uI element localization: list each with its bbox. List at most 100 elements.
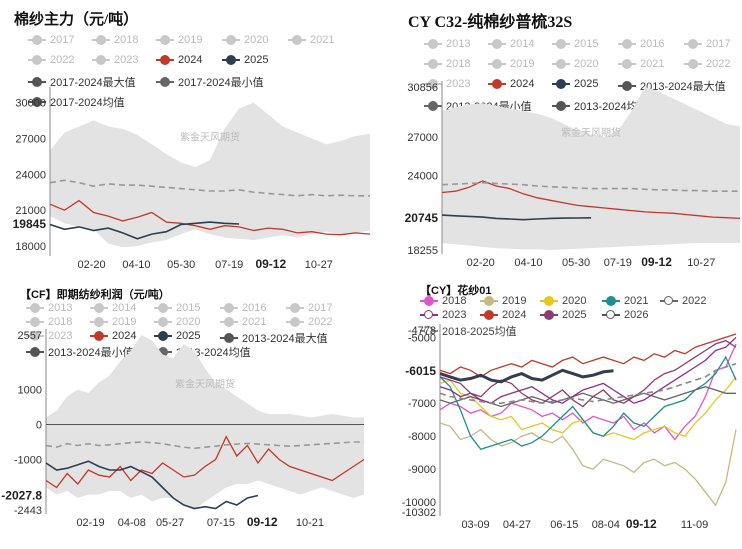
chart-panel-cy-c32: CY C32-纯棉纱普梳32S 2013 2014 2015 2016 2017 2018… <box>398 0 742 275</box>
legend-item-2018[interactable]: 2018 <box>420 295 466 307</box>
watermark-text: 紫金天风期货 <box>175 378 235 391</box>
legend-marker-icon <box>420 296 438 306</box>
legend-marker-icon <box>92 55 110 65</box>
legend-marker-icon <box>90 317 108 327</box>
x-tick-label: 08-04 <box>592 519 620 531</box>
legend-label: 2025 <box>574 78 599 90</box>
legend-item-2025[interactable]: 2025 <box>222 54 268 66</box>
legend-marker-icon <box>488 79 506 89</box>
y-tick-label: 27000 <box>407 132 438 144</box>
legend-item-2019[interactable]: 2019 <box>488 58 534 70</box>
legend-item-2020[interactable]: 2020 <box>552 58 598 70</box>
legend-marker-icon <box>156 77 174 87</box>
chart-title: CY C32-纯棉纱普梳32S <box>408 14 573 31</box>
legend-item-2019[interactable]: 2019 <box>480 295 526 307</box>
legend-item-2025[interactable]: 2025 <box>540 309 586 321</box>
legend-label: 2025 <box>244 54 269 66</box>
legend-item-2017[interactable]: 2017 <box>684 38 730 50</box>
legend-item-2020[interactable]: 2020 <box>222 34 268 46</box>
current-value-flag-bg <box>400 362 438 379</box>
x-tick-label: 10-27 <box>305 259 333 271</box>
legend-item-2024[interactable]: 2024 <box>90 330 136 342</box>
legend-marker-icon <box>684 39 702 49</box>
legend-item-2013-2024[interactable]: 2013-2024最小值 <box>26 344 134 360</box>
legend-label: 2019 <box>510 58 535 70</box>
series-line-2021 <box>439 355 737 451</box>
legend-item-2013-2024[interactable]: 2013-2024均值 <box>552 98 649 114</box>
legend-item-2024[interactable]: 2024 <box>480 309 526 321</box>
y-tick-label: 24000 <box>15 169 46 181</box>
legend-marker-icon <box>26 303 44 313</box>
legend-item-2017[interactable]: 2017 <box>28 34 74 46</box>
legend-label: 2020 <box>244 34 269 46</box>
legend-item-2013[interactable]: 2013 <box>26 302 72 314</box>
legend-item-2013-2024[interactable]: 2013-2024最大值 <box>618 78 726 94</box>
legend-item-2025[interactable]: 2025 <box>552 78 598 90</box>
x-tick-label: 04-10 <box>122 259 150 271</box>
legend-item-2024[interactable]: 2024 <box>488 78 534 90</box>
legend-item-2020[interactable]: 2020 <box>540 295 586 307</box>
legend-item-2016[interactable]: 2016 <box>220 302 266 314</box>
legend-label: 2013-2024最大值 <box>640 81 726 93</box>
legend-item-2026[interactable]: 2026 <box>602 309 648 321</box>
series-line-2024 <box>49 199 371 236</box>
legend-item-2019[interactable]: 2019 <box>90 316 136 328</box>
legend-item-2021[interactable]: 2021 <box>288 34 334 46</box>
legend-label: 2025 <box>176 330 201 342</box>
legend-item-2022[interactable]: 2022 <box>684 58 730 70</box>
legend-item-2017-2024[interactable]: 2017-2024最小值 <box>156 74 264 90</box>
legend-label: 2019 <box>178 34 203 46</box>
legend-item-2018[interactable]: 2018 <box>424 58 470 70</box>
x-tick-current-date: 09-12 <box>626 517 657 531</box>
legend-item-2013[interactable]: 2013 <box>424 38 470 50</box>
legend-label: 2022 <box>50 54 75 66</box>
legend-item-2023[interactable]: 2023 <box>26 330 72 342</box>
legend-item-2017-2024[interactable]: 2017-2024最大值 <box>28 74 136 90</box>
legend-item-2021[interactable]: 2021 <box>220 316 266 328</box>
legend-label: 2015 <box>574 38 599 50</box>
legend-item-2014[interactable]: 2014 <box>90 302 136 314</box>
legend-label: 2021 <box>242 316 267 328</box>
legend-item-2015[interactable]: 2015 <box>154 302 200 314</box>
y-tick-label: 30000 <box>15 98 46 110</box>
y-tick-label: 21000 <box>15 205 46 217</box>
legend-item-2016[interactable]: 2016 <box>618 38 664 50</box>
legend-item-2017[interactable]: 2017 <box>286 302 332 314</box>
legend-marker-icon <box>488 59 506 69</box>
chart-title: 【CY】花纱01 <box>420 285 492 297</box>
legend-label: 2020 <box>562 295 587 307</box>
legend-item-2023[interactable]: 2023 <box>92 54 138 66</box>
legend-item-2014[interactable]: 2014 <box>488 38 534 50</box>
legend-item-2021[interactable]: 2021 <box>618 58 664 70</box>
legend-item-2023[interactable]: 2023 <box>420 309 466 321</box>
legend-item-2015[interactable]: 2015 <box>552 38 598 50</box>
legend-item-2023[interactable]: 2023 <box>424 78 470 90</box>
legend-marker-icon <box>154 303 172 313</box>
legend-item-2021[interactable]: 2021 <box>602 295 648 307</box>
legend-item-2018[interactable]: 2018 <box>92 34 138 46</box>
legend-item-2022[interactable]: 2022 <box>286 316 332 328</box>
legend-item-2019[interactable]: 2019 <box>156 34 202 46</box>
legend-label: 2017-2024均值 <box>50 97 125 109</box>
legend-item-2022[interactable]: 2022 <box>660 295 706 307</box>
legend-item-2024[interactable]: 2024 <box>156 54 202 66</box>
legend-item-2017-2024[interactable]: 2017-2024均值 <box>28 94 125 110</box>
legend-item-2013-2024[interactable]: 2013-2024最大值 <box>220 330 328 346</box>
legend-item-2020[interactable]: 2020 <box>154 316 200 328</box>
series-line-2024 <box>441 180 741 220</box>
legend-item-2022[interactable]: 2022 <box>28 54 74 66</box>
x-tick-current-date: 09-12 <box>641 255 672 269</box>
legend-label: 2024 <box>112 330 137 342</box>
legend-marker-icon <box>286 303 304 313</box>
y-tick-label: 30856 <box>407 82 438 94</box>
legend-label: 2025 <box>562 309 587 321</box>
series-line-2025 <box>439 339 737 408</box>
legend-item-2018-2025[interactable]: 2018-2025均值 <box>420 323 517 339</box>
legend-item-2025[interactable]: 2025 <box>154 330 200 342</box>
legend-item-2018[interactable]: 2018 <box>26 316 72 328</box>
legend-label: 2013-2024最大值 <box>242 333 328 345</box>
legend-label: 2013 <box>48 302 73 314</box>
series-line-2025 <box>49 221 240 240</box>
legend-marker-icon <box>602 296 620 306</box>
legend-marker-icon <box>28 77 46 87</box>
